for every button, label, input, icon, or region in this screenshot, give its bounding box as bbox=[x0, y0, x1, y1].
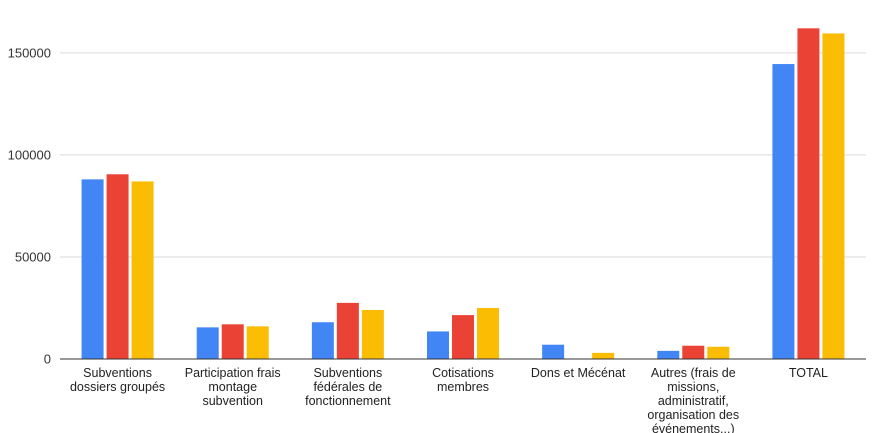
y-tick-label: 0 bbox=[44, 352, 51, 367]
bar-series-3 bbox=[361, 310, 384, 359]
bar-series-2 bbox=[106, 174, 129, 359]
bar-series-1 bbox=[311, 322, 334, 359]
x-tick-label-line: Subventions bbox=[313, 366, 382, 380]
x-tick-label-line: Autres (frais de bbox=[651, 366, 736, 380]
x-tick-label: Cotisations membres bbox=[432, 366, 494, 394]
bar-series-3 bbox=[131, 181, 154, 359]
bars bbox=[81, 28, 845, 360]
x-tick-label: Dons et Mécénat bbox=[531, 366, 626, 380]
x-tick-label-line: organisation des bbox=[647, 408, 739, 422]
x-tick-label-line: Subventions bbox=[83, 366, 152, 380]
bar-series-1 bbox=[81, 179, 104, 359]
bar-series-3 bbox=[707, 346, 730, 359]
x-tick-label-line: fonctionnement bbox=[305, 394, 391, 408]
x-tick-label-line: fédérales de bbox=[313, 380, 382, 394]
x-tick-label-line: dossiers groupés bbox=[70, 380, 165, 394]
bar-series-1 bbox=[542, 344, 565, 359]
bar-series-3 bbox=[477, 307, 499, 359]
bar-series-2 bbox=[336, 302, 359, 359]
bar-series-3 bbox=[822, 33, 845, 360]
x-tick-label-line: subvention bbox=[202, 394, 263, 408]
y-tick-label: 150000 bbox=[8, 45, 51, 60]
x-tick-label-line: missions, bbox=[667, 380, 719, 394]
bar-series-2 bbox=[682, 345, 705, 359]
bar-series-1 bbox=[427, 331, 449, 359]
x-tick-label: Subventions dossiers groupés bbox=[70, 366, 165, 394]
y-axis-ticks: 0 50000 100000 150000 bbox=[8, 45, 51, 366]
bar-series-3 bbox=[246, 326, 269, 359]
bar-series-3 bbox=[592, 352, 615, 359]
x-tick-label-line: Dons et Mécénat bbox=[531, 366, 626, 380]
y-tick-label: 50000 bbox=[15, 249, 51, 264]
x-tick-label: TOTAL bbox=[789, 366, 828, 380]
x-tick-label: Participation frais montage subvention bbox=[185, 366, 281, 408]
y-tick-label: 100000 bbox=[8, 147, 51, 162]
x-tick-label-line: administratif, bbox=[658, 394, 729, 408]
bar-series-2 bbox=[221, 324, 244, 359]
x-tick-label: Subventions fédérales de fonctionnement bbox=[305, 366, 391, 408]
bar-series-1 bbox=[772, 64, 795, 360]
x-axis-ticks: Subventions dossiers groupésParticipation… bbox=[70, 366, 828, 433]
x-tick-label-line: Participation frais bbox=[185, 366, 281, 380]
bar-series-1 bbox=[657, 350, 680, 359]
x-tick-label-line: Cotisations bbox=[432, 366, 494, 380]
x-tick-label-line: événements...) bbox=[652, 422, 735, 433]
x-tick-label-line: montage bbox=[208, 380, 257, 394]
x-tick-label-line: TOTAL bbox=[789, 366, 828, 380]
bar-series-2 bbox=[452, 315, 474, 359]
bar-series-2 bbox=[797, 28, 820, 360]
gridlines bbox=[60, 52, 866, 258]
bar-series-1 bbox=[196, 327, 219, 359]
x-tick-label: Autres (frais de missions, administratif, o… bbox=[647, 366, 739, 433]
x-tick-label-line: membres bbox=[437, 380, 489, 394]
